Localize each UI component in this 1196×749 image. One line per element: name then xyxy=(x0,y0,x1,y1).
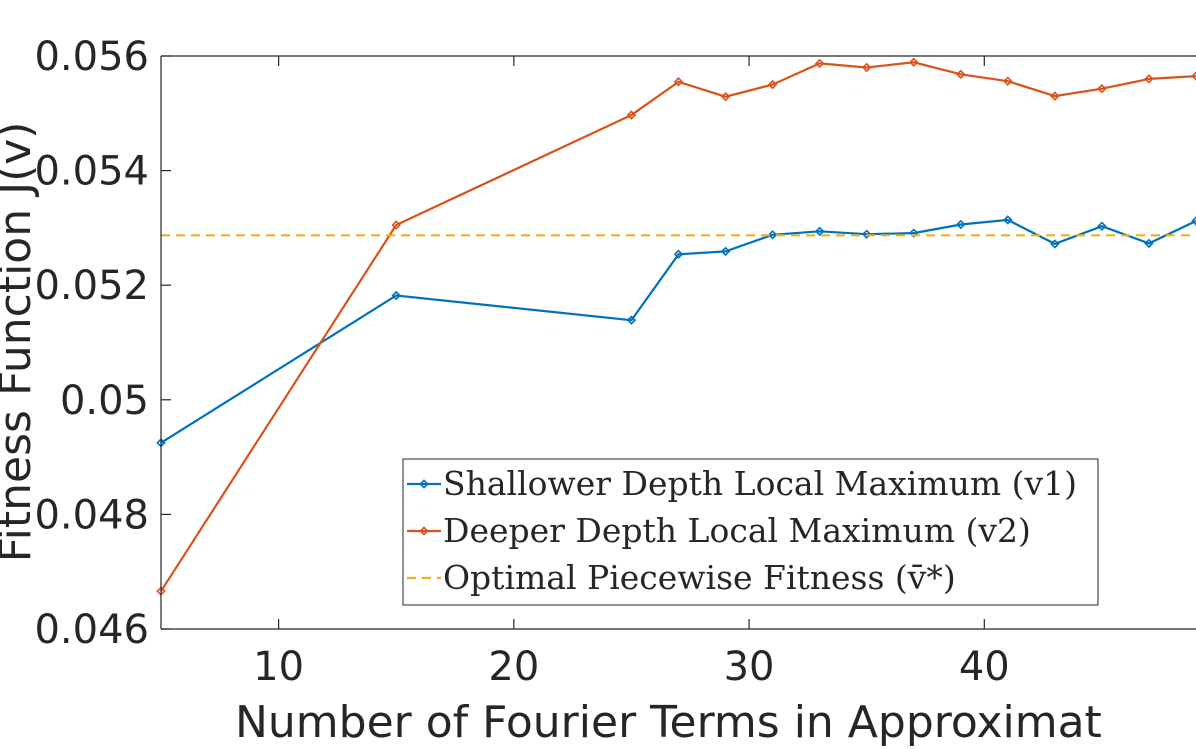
data-point xyxy=(1144,238,1154,249)
legend-marker xyxy=(419,479,429,489)
legend-label: Shallower Depth Local Maximum (v1) xyxy=(443,464,1077,503)
legend-label: Deeper Depth Local Maximum (v2) xyxy=(443,511,1031,550)
data-point xyxy=(626,110,637,120)
plot-lines xyxy=(156,57,1196,596)
data-point xyxy=(626,315,637,325)
y-tick-label: 0.05 xyxy=(60,378,149,424)
data-point xyxy=(908,57,919,68)
legend-marker xyxy=(419,526,429,536)
data-point xyxy=(1050,239,1060,249)
y-tick-label: 0.046 xyxy=(34,607,149,653)
series-line-0 xyxy=(160,218,1196,444)
data-point xyxy=(1097,221,1107,231)
y-tick-label: 0.054 xyxy=(34,149,149,195)
legend-items: Shallower Depth Local Maximum (v1) Deeper… xyxy=(407,464,1077,597)
legend: Shallower Depth Local Maximum (v1) Deeper… xyxy=(402,458,1099,606)
data-point xyxy=(1003,76,1013,86)
data-point xyxy=(673,249,684,259)
data-point xyxy=(673,77,684,87)
data-point xyxy=(1097,83,1107,94)
data-point xyxy=(1191,216,1196,226)
x-tick-label: 10 xyxy=(253,644,304,690)
data-point xyxy=(861,62,872,73)
axes-frame xyxy=(160,55,1196,630)
data-point xyxy=(814,226,825,237)
data-point xyxy=(1050,91,1060,101)
legend-label: Optimal Piecewise Fitness (v̄*) xyxy=(443,558,956,597)
data-point xyxy=(956,219,966,230)
x-tick-label: 40 xyxy=(959,644,1010,690)
data-point xyxy=(861,229,872,239)
y-axis-title: Fitness Function J(v) xyxy=(0,122,41,563)
data-point xyxy=(720,246,731,257)
data-point xyxy=(956,69,966,80)
data-point xyxy=(391,220,401,230)
data-point xyxy=(1191,71,1196,81)
data-point xyxy=(767,79,778,90)
x-tick-label: 20 xyxy=(488,644,539,690)
data-point xyxy=(1003,215,1013,225)
data-point xyxy=(391,290,401,301)
series-line-1 xyxy=(160,61,1196,592)
y-tick-label: 0.052 xyxy=(34,263,149,309)
x-axis-title: Number of Fourier Terms in Approximat xyxy=(235,697,1102,748)
y-tick-label: 0.048 xyxy=(34,492,149,538)
data-point xyxy=(1144,74,1154,84)
x-tick-label: 30 xyxy=(724,644,775,690)
legend-box xyxy=(402,458,1099,606)
data-point xyxy=(720,91,731,102)
ticks: 10 20 30 40 0.046 0.048 0.05 0.052 0.054 0.056 xyxy=(34,34,1009,690)
data-point xyxy=(814,58,825,69)
y-tick-label: 0.056 xyxy=(34,34,149,80)
data-point xyxy=(908,228,919,238)
data-point xyxy=(767,230,778,240)
